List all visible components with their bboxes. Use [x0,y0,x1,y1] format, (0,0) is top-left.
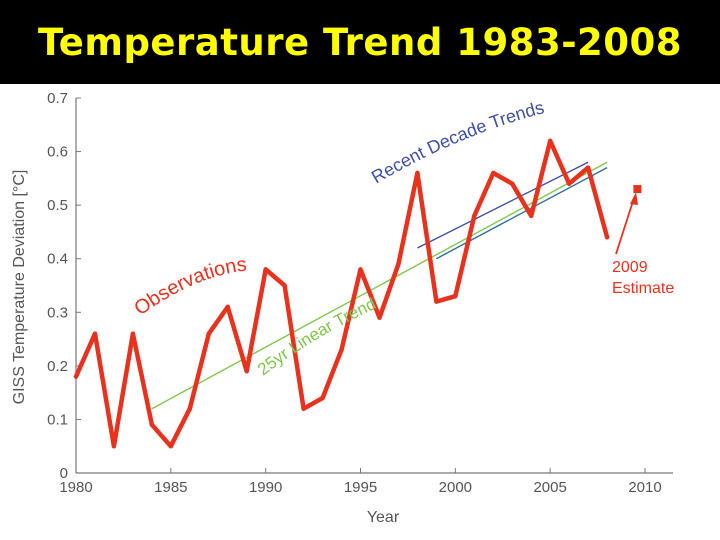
observation-point-1980 [73,374,79,379]
x-tick-label-2: 1990 [249,479,282,496]
y-axis-label: GISS Temperature Deviation [°C] [11,170,28,405]
observation-point-1981 [92,331,98,336]
observation-point-2003 [510,181,515,186]
x-axis-label: Year [367,509,400,526]
slide-title: Temperature Trend 1983-2008 [37,20,683,64]
observation-point-2007 [585,165,591,170]
recent-trends-annotation-text: Recent Decade Trends [368,97,546,187]
observation-point-1984 [149,422,155,427]
observation-point-2008 [604,235,610,240]
recent-trends-annotation: Recent Decade Trends [368,97,546,187]
observation-point-1992 [301,406,306,411]
observation-point-2000 [453,294,458,299]
observation-point-1988 [225,304,230,310]
observation-point-1990 [263,267,268,272]
observation-point-1993 [320,395,325,401]
y-tick-label-6: 0.6 [47,144,68,161]
observation-point-1986 [187,406,192,411]
y-tick-label-5: 0.5 [47,197,68,214]
estimate-arrow-line [615,197,635,255]
recent-trend-line-2 [436,167,608,260]
estimate-label-line2: Estimate [612,280,674,297]
observation-point-1983 [130,331,136,336]
estimate-2009-marker [633,185,642,194]
y-tick-label-3: 0.3 [47,304,68,321]
observation-point-1999 [434,299,439,304]
observation-point-2004 [529,213,534,219]
recent-trend-line-1 [417,161,589,249]
observation-point-1998 [415,170,420,176]
observation-point-2001 [472,213,477,219]
observation-point-1982 [111,444,117,449]
linear-trend-annotation-text: 25yr Linear Trend [254,294,379,379]
x-tick-label-3: 1995 [344,479,377,496]
observation-point-2002 [491,170,496,176]
observation-point-1995 [358,267,363,272]
y-tick-label-2: 0.2 [47,358,68,375]
trend-25yr-line [151,161,608,410]
estimate-arrow-head [630,192,638,205]
observation-point-1985 [168,444,174,449]
observation-point-1987 [206,331,211,336]
y-tick-label-0: 0 [60,465,68,482]
x-tick-label-6: 2010 [628,479,661,496]
y-tick-label-1: 0.1 [47,411,68,428]
x-tick-label-5: 2005 [533,479,566,496]
observation-point-2005 [547,138,553,144]
title-bar: Temperature Trend 1983-2008 [0,0,720,84]
observation-point-1996 [377,315,382,320]
estimate-label-line1: 2009 [612,259,648,276]
observation-point-1997 [396,261,401,267]
observation-point-1991 [282,283,287,288]
observation-point-1989 [244,369,249,374]
chart-panel: 1980 1985 1990 1995 2000 2005 2010 0 0.1 0.2 0.3 0.… [0,84,720,540]
y-tick-label-4: 0.4 [47,251,68,268]
x-tick-label-4: 2000 [439,479,472,496]
x-tick-label-1: 1985 [154,479,187,496]
y-tick-label-7: 0.7 [47,90,68,107]
x-tick-label-0: 1980 [59,479,92,496]
temperature-chart: 1980 1985 1990 1995 2000 2005 2010 0 0.1 0.2 0.3 0.… [11,90,674,526]
observation-point-1994 [339,347,344,352]
linear-trend-annotation: 25yr Linear Trend [254,294,379,379]
observation-point-2006 [566,181,572,186]
